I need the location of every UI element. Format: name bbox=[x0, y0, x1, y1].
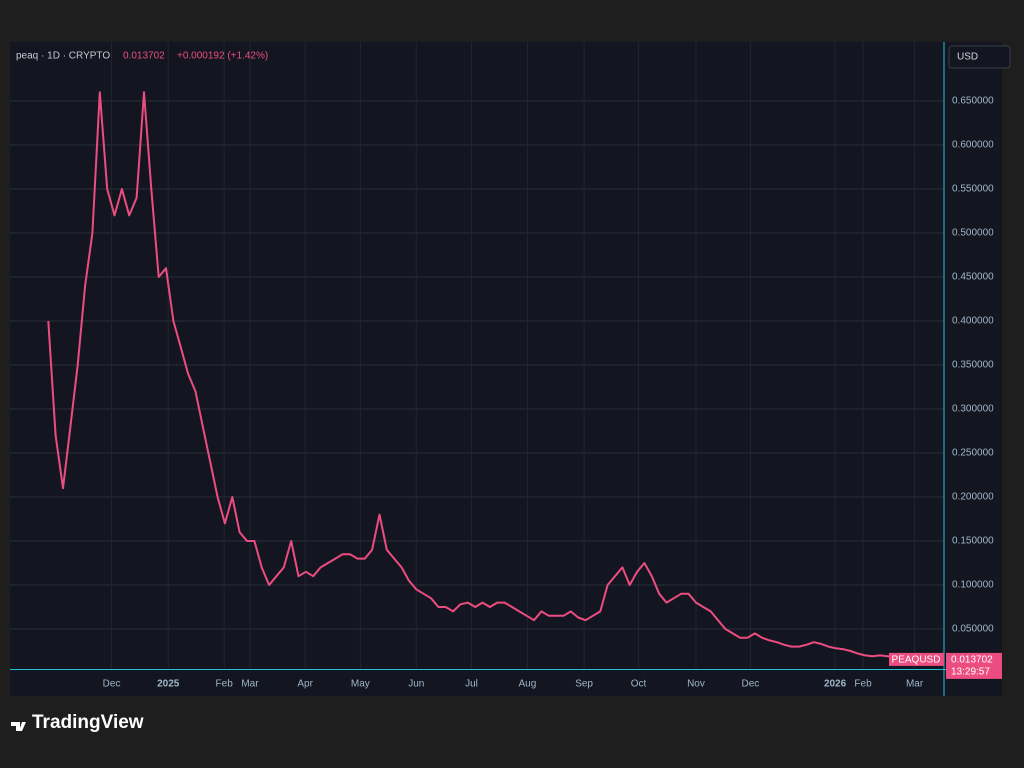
symbol-tag bbox=[889, 652, 944, 666]
brand: TradingView bbox=[32, 712, 144, 733]
x-tick-label: Jun bbox=[408, 679, 424, 690]
y-tick-label: 0.150000 bbox=[952, 536, 994, 547]
y-tick-label: 0.650000 bbox=[952, 96, 994, 107]
x-tick-label: Feb bbox=[216, 679, 234, 690]
last-price: 0.013702 bbox=[123, 51, 165, 62]
x-tick-label: Dec bbox=[103, 679, 121, 690]
chart-pane bbox=[10, 42, 1002, 696]
price-tag bbox=[946, 652, 1002, 679]
y-tick-label: 0.100000 bbox=[952, 580, 994, 591]
x-tick-label: Jul bbox=[465, 679, 478, 690]
y-tick-label: 0.200000 bbox=[952, 492, 994, 503]
x-tick-label: Apr bbox=[297, 679, 313, 690]
logo-icon bbox=[11, 722, 26, 731]
symbol-title: peaq · 1D · CRYPTO bbox=[16, 51, 110, 62]
grid bbox=[10, 42, 944, 669]
x-tick-label: Mar bbox=[906, 679, 924, 690]
x-tick-label: 2025 bbox=[157, 679, 180, 690]
countdown: 13:29:57 bbox=[951, 667, 990, 678]
y-tick-label: 0.300000 bbox=[952, 404, 994, 415]
y-tick-label: 0.250000 bbox=[952, 448, 994, 459]
y-tick-label: 0.050000 bbox=[952, 624, 994, 635]
x-tick-label: Oct bbox=[631, 679, 647, 690]
plot bbox=[47, 91, 932, 662]
x-tick-label: Nov bbox=[687, 679, 705, 690]
y-tick-label: 0.600000 bbox=[952, 140, 994, 151]
x-tick-label: Aug bbox=[519, 679, 537, 690]
last-change: +0.000192 (+1.42%) bbox=[177, 51, 268, 62]
x-tick-label: May bbox=[351, 679, 370, 690]
symbol-tag-label: PEAQUSD bbox=[892, 655, 941, 666]
y-tick-label: 0.500000 bbox=[952, 228, 994, 239]
price-tag-label: 0.013702 bbox=[951, 655, 993, 666]
y-tick-label: 0.350000 bbox=[952, 360, 994, 371]
y-tick-label: 0.450000 bbox=[952, 272, 994, 283]
price-line bbox=[47, 91, 932, 662]
x-tick-label: Dec bbox=[742, 679, 760, 690]
y-tick-label: 0.400000 bbox=[952, 316, 994, 327]
x-tick-label: Sep bbox=[575, 679, 593, 690]
currency[interactable]: USD bbox=[957, 52, 978, 63]
x-tick-label: Mar bbox=[241, 679, 259, 690]
currency-button[interactable] bbox=[948, 45, 1011, 69]
y-tick-label: 0.550000 bbox=[952, 184, 994, 195]
x-tick-label: Feb bbox=[854, 679, 872, 690]
x-tick-label: 2026 bbox=[824, 679, 847, 690]
